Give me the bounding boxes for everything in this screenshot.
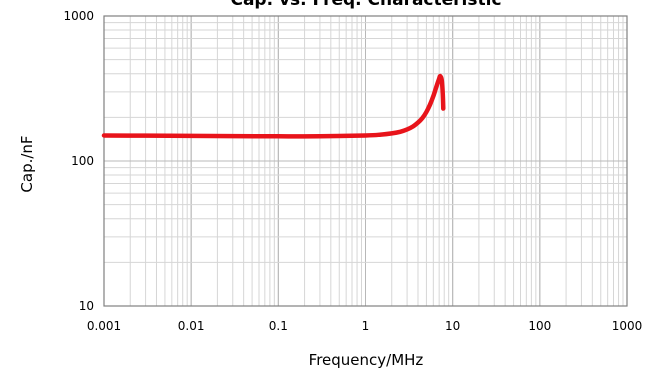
- capacitance-curve: [101, 73, 446, 139]
- chart-title: Cap. vs. Freq. Characteristic: [230, 0, 501, 10]
- y-tick-label: 100: [71, 154, 94, 168]
- y-axis-ticks: 10 100 1000: [63, 9, 94, 313]
- x-axis-label: Frequency/MHz: [309, 351, 424, 369]
- y-tick-label: 1000: [63, 9, 94, 23]
- x-axis-ticks: 0.001 0.01 0.1 1 10 100 1000: [87, 319, 642, 333]
- grid: [103, 15, 628, 307]
- x-tick-label: 1: [362, 319, 370, 333]
- x-tick-label: 100: [528, 319, 551, 333]
- x-tick-label: 1000: [612, 319, 643, 333]
- y-tick-label: 10: [79, 299, 94, 313]
- plot-area-frame: [103, 15, 628, 307]
- x-tick-label: 0.01: [178, 319, 205, 333]
- x-tick-label: 0.001: [87, 319, 121, 333]
- x-tick-label: 0.1: [269, 319, 288, 333]
- x-tick-label: 10: [445, 319, 460, 333]
- y-axis-label: Cap./nF: [18, 135, 36, 192]
- series-layer: [101, 73, 446, 139]
